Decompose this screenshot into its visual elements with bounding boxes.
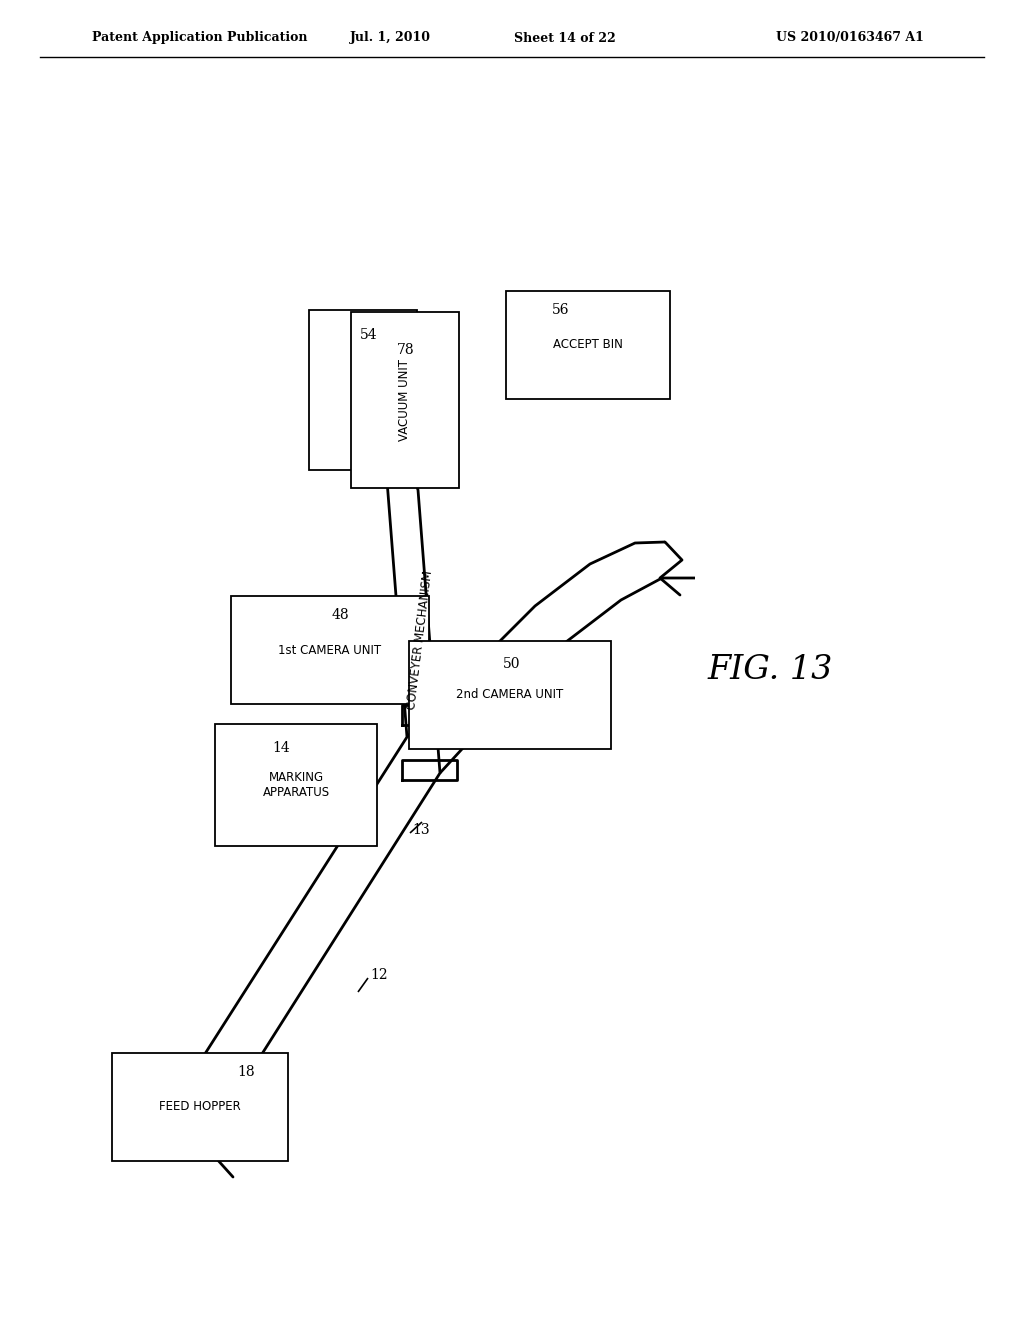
Text: FIG. 13: FIG. 13 (708, 653, 833, 686)
Text: 78: 78 (397, 343, 415, 356)
Text: VACUUM UNIT: VACUUM UNIT (398, 359, 412, 441)
Text: 18: 18 (237, 1065, 255, 1078)
Text: 54: 54 (360, 327, 378, 342)
Text: Sheet 14 of 22: Sheet 14 of 22 (514, 32, 615, 45)
Text: 56: 56 (552, 304, 569, 317)
Text: MARKING
APPARATUS: MARKING APPARATUS (262, 771, 330, 799)
Text: Patent Application Publication: Patent Application Publication (92, 32, 307, 45)
Text: 14: 14 (272, 741, 290, 755)
Text: ACCEPT BIN: ACCEPT BIN (553, 338, 623, 351)
Text: 48: 48 (332, 609, 349, 622)
Text: 13: 13 (412, 822, 430, 837)
Text: 12: 12 (370, 968, 388, 982)
Text: CONVEYER MECHANISM: CONVEYER MECHANISM (406, 570, 435, 710)
Text: REJECT BIN: REJECT BIN (356, 358, 370, 422)
Text: FEED HOPPER: FEED HOPPER (159, 1101, 241, 1114)
Text: 1st CAMERA UNIT: 1st CAMERA UNIT (279, 644, 382, 656)
Text: 50: 50 (503, 657, 520, 671)
Text: Jul. 1, 2010: Jul. 1, 2010 (349, 32, 430, 45)
Text: US 2010/0163467 A1: US 2010/0163467 A1 (776, 32, 924, 45)
Text: 2nd CAMERA UNIT: 2nd CAMERA UNIT (457, 689, 563, 701)
